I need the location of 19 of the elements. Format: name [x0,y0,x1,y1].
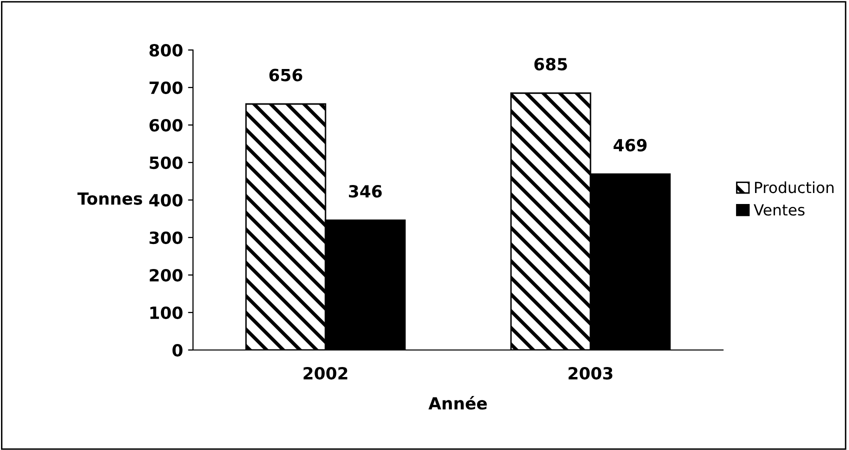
data-label: 346 [348,184,382,198]
y-tick-label: 0 [172,344,182,357]
x-tick-label: 2002 [304,366,348,380]
y-tick-label: 500 [150,156,182,170]
y-tick-label: 300 [150,231,182,244]
data-label: 685 [534,58,567,70]
legend-label: Production [755,181,834,194]
y-tick-label: 600 [150,118,182,132]
y-tick-label: 200 [150,268,182,282]
y-tick-label: 800 [150,44,182,57]
y-axis-title: Tonnes [77,192,142,205]
x-tick-label: 2003 [568,366,612,380]
data-label: 656 [269,68,302,82]
y-tick-label: 400 [149,194,182,207]
data-label: 469 [614,138,647,152]
x-axis-title: Année [428,396,487,410]
y-tick-label: 100 [150,306,182,320]
legend-label: Ventes [754,204,805,216]
y-tick-label: 700 [150,81,182,94]
